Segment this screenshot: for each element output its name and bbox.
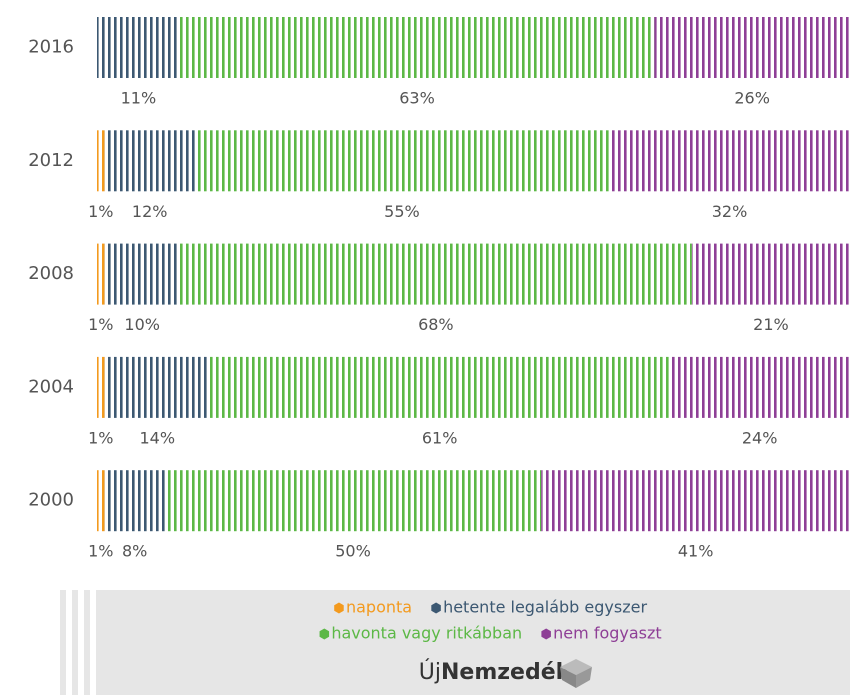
bar-segment [104, 470, 165, 532]
legend-row: naponta hetente legalább egyszer [334, 598, 647, 617]
value-label: 1% [88, 202, 113, 221]
bar-segment [691, 243, 850, 305]
legend-label: naponta [346, 598, 412, 617]
bar-segment [209, 356, 670, 418]
value-label: 50% [335, 542, 371, 561]
legend-marker [334, 602, 344, 614]
logo-icon [560, 667, 576, 688]
bar-segment [194, 130, 610, 192]
category-label: 2000 [28, 490, 74, 511]
value-label: 14% [139, 428, 175, 447]
value-label: 11% [121, 89, 157, 108]
value-label: 24% [742, 428, 778, 447]
bar-segment [97, 243, 105, 305]
value-label: 32% [712, 202, 748, 221]
bar-segment [104, 130, 195, 192]
value-label: 21% [753, 315, 789, 334]
legend-marker [431, 602, 441, 614]
legend-stripe [66, 590, 72, 695]
bar-segment [541, 470, 850, 532]
value-label: 41% [678, 542, 714, 561]
bar-segment [179, 17, 655, 78]
category-label: 2016 [28, 37, 74, 58]
bar-segment [609, 130, 850, 192]
bar-segment [97, 130, 105, 192]
bar-segment [104, 356, 210, 418]
value-label: 1% [88, 428, 113, 447]
bar-segment [104, 243, 180, 305]
legend-marker [541, 628, 551, 640]
value-label: 12% [132, 202, 168, 221]
value-label: 63% [399, 89, 435, 108]
logo-icon [576, 667, 592, 688]
category-label: 2004 [28, 376, 74, 397]
value-label: 68% [418, 315, 454, 334]
category-label: 2012 [28, 150, 74, 171]
bar-segment [179, 243, 692, 305]
bar-segment [669, 356, 850, 418]
value-label: 61% [422, 428, 458, 447]
legend-box [60, 590, 850, 695]
value-label: 10% [124, 315, 160, 334]
value-label: 8% [122, 542, 147, 561]
bar-segment [164, 470, 542, 532]
legend-label: nem fogyaszt [553, 624, 662, 643]
legend-label: havonta vagy ritkábban [331, 624, 522, 643]
bar-segment [654, 17, 850, 78]
legend-stripe [90, 590, 96, 695]
bar-segment [97, 356, 105, 418]
value-label: 26% [734, 89, 770, 108]
bar-segment [97, 470, 105, 532]
value-label: 1% [88, 315, 113, 334]
bar-segment [97, 17, 180, 78]
legend-marker [319, 628, 330, 640]
category-label: 2008 [28, 263, 74, 284]
legend-row: havonta vagy ritkábban nem fogyaszt [319, 624, 662, 643]
value-label: 55% [384, 202, 420, 221]
value-label: 1% [88, 542, 113, 561]
logo-name: Nemzedék [441, 660, 572, 685]
legend-label: hetente legalább egyszer [443, 598, 647, 617]
legend-stripe [78, 590, 84, 695]
logo-prefix: Új [419, 659, 441, 685]
